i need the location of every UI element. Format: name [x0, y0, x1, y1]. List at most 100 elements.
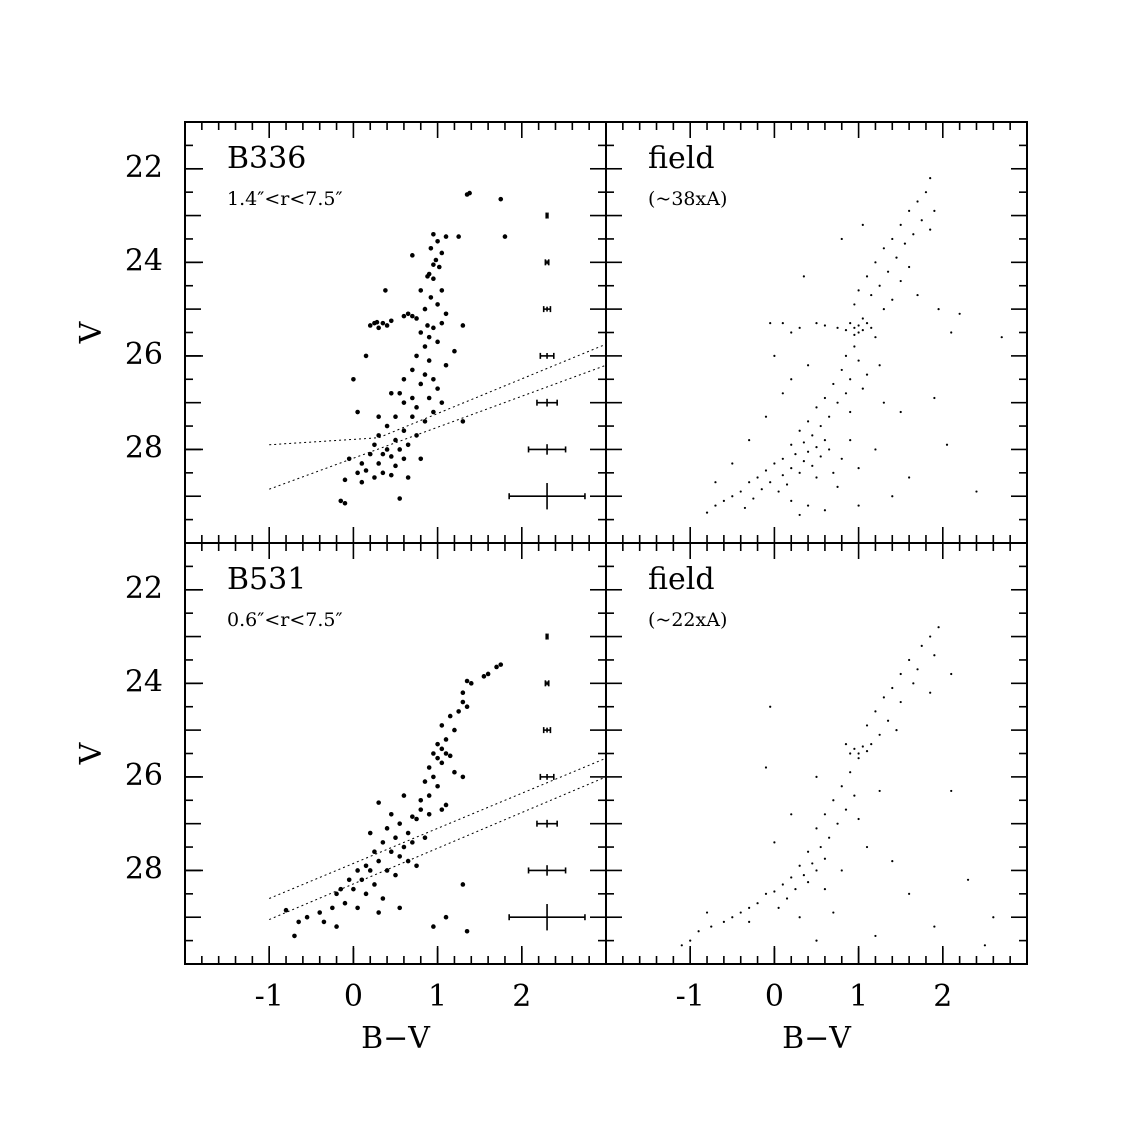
data-point	[920, 219, 923, 222]
panel: -1 0 1 2 field (~22xA) B−V	[605, 542, 1028, 1056]
data-point	[731, 462, 734, 465]
data-point	[422, 372, 428, 377]
data-point	[393, 835, 398, 840]
data-point	[380, 320, 386, 326]
data-point	[380, 451, 386, 457]
data-point	[790, 876, 793, 879]
data-point	[502, 234, 508, 239]
data-point	[460, 774, 466, 780]
data-point	[418, 381, 424, 387]
data-point	[410, 367, 415, 373]
data-point	[773, 890, 776, 893]
data-point	[680, 944, 683, 947]
data-point	[452, 769, 457, 775]
data-point	[865, 750, 869, 753]
data-point	[975, 490, 978, 493]
data-point	[853, 303, 856, 306]
data-point	[456, 709, 461, 714]
data-point	[857, 752, 860, 755]
data-point	[891, 495, 894, 498]
panel: 22 24 26 28 B336 1.4″<r<7.5″ V	[74, 121, 607, 544]
data-point	[410, 840, 415, 845]
data-point	[426, 358, 432, 363]
data-point	[823, 438, 827, 442]
data-point	[790, 378, 793, 381]
data-point	[418, 456, 424, 462]
data-point	[485, 671, 491, 677]
data-point	[439, 807, 445, 812]
data-point	[840, 869, 843, 872]
data-point	[283, 907, 289, 913]
panel-subtitle: (~38xA)	[648, 188, 727, 210]
y-tick-label: 28	[125, 851, 163, 886]
data-point	[966, 878, 970, 881]
data-point	[435, 755, 440, 761]
data-point	[924, 191, 928, 194]
data-point	[304, 914, 310, 920]
data-point	[405, 830, 411, 836]
data-point	[802, 460, 805, 463]
data-point	[439, 400, 445, 405]
data-point	[819, 845, 822, 849]
data-point	[739, 490, 742, 493]
data-point	[359, 461, 365, 466]
data-point	[815, 775, 818, 778]
data-point	[777, 490, 780, 493]
data-point	[933, 925, 936, 928]
data-point	[748, 438, 751, 442]
data-point	[338, 886, 344, 892]
data-point	[857, 331, 860, 334]
data-point	[443, 914, 449, 920]
x-tick-label: 2	[933, 979, 952, 1014]
data-point	[410, 395, 415, 401]
data-point	[425, 323, 430, 328]
data-point	[401, 400, 407, 405]
data-point	[912, 682, 915, 685]
data-point	[443, 751, 449, 756]
data-point	[372, 475, 377, 480]
data-point	[785, 897, 789, 900]
limit-line	[269, 757, 607, 899]
data-point	[899, 279, 902, 283]
data-point	[798, 326, 801, 329]
data-point	[781, 392, 784, 395]
data-point	[431, 231, 436, 237]
data-point	[410, 414, 415, 420]
y-tick-label: 26	[125, 758, 163, 793]
data-point	[376, 325, 381, 331]
data-point	[908, 658, 911, 662]
panel-frame	[184, 121, 607, 544]
data-point	[383, 288, 388, 293]
panel-frame	[605, 542, 1028, 965]
data-point	[380, 470, 386, 476]
data-point	[836, 485, 839, 488]
data-point	[384, 323, 390, 328]
data-point	[422, 835, 428, 840]
data-point	[363, 863, 369, 869]
data-point	[401, 428, 407, 434]
data-point	[870, 293, 873, 297]
data-point	[794, 888, 797, 891]
data-point	[418, 330, 424, 335]
data-point	[714, 481, 717, 484]
data-point	[342, 900, 348, 906]
data-point	[435, 302, 440, 307]
data-point	[929, 691, 932, 694]
data-point	[410, 313, 415, 319]
data-point	[832, 471, 835, 474]
panel-subtitle: 1.4″<r<7.5″	[227, 188, 343, 210]
data-point	[452, 348, 457, 354]
limit-line	[269, 776, 607, 921]
data-point	[891, 237, 894, 241]
data-point	[920, 644, 923, 648]
data-point	[764, 415, 768, 418]
data-point	[815, 322, 818, 325]
data-point	[292, 933, 297, 939]
data-point	[950, 672, 953, 676]
data-point	[802, 874, 805, 877]
data-point	[351, 886, 356, 892]
x-tick-label: 1	[428, 979, 447, 1014]
data-point	[494, 664, 499, 670]
